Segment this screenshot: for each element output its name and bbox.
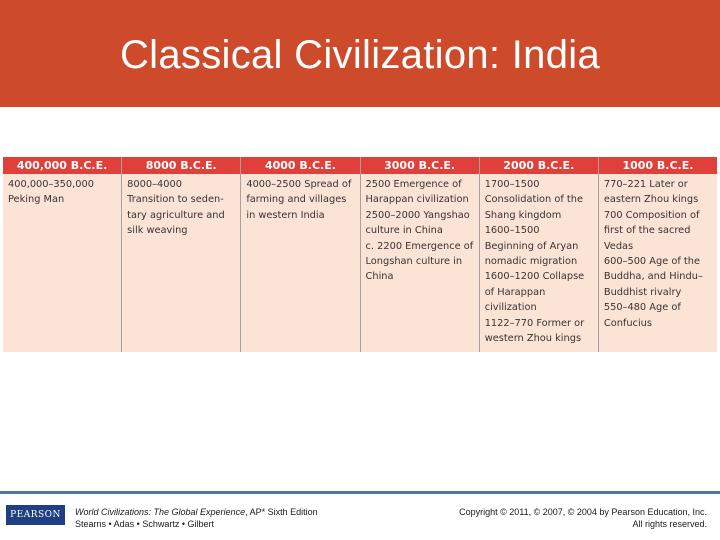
timeline-column-body: 2500 Emergence of Harappan civilization 25… xyxy=(361,174,479,285)
timeline-entry-line: Peking Man xyxy=(8,194,65,206)
timeline-entry-line: 1600–1500 xyxy=(484,225,540,237)
book-title: World Civilizations: The Global Experien… xyxy=(75,507,246,517)
footer-divider xyxy=(0,491,720,494)
timeline-entry-line: 770–221 Later or xyxy=(603,179,688,190)
title-bar: Classical Civilization: India xyxy=(0,0,720,107)
footer-copyright: Copyright © 2011, © 2007, © 2004 by Pear… xyxy=(407,506,707,530)
timeline-column-header: 3000 B.C.E. xyxy=(360,157,479,174)
timeline-column-body: 400,000–350,000 Peking Man xyxy=(3,174,121,208)
timeline-column-header: 4000 B.C.E. xyxy=(241,157,360,174)
timeline-entry-line: 1600–1200 Collapse xyxy=(484,271,585,283)
rights-line: All rights reserved. xyxy=(632,519,707,529)
footer-citation: World Civilizations: The Global Experien… xyxy=(75,506,415,530)
timeline-column-header: 400,000 B.C.E. xyxy=(3,157,122,174)
timeline-entry-line: 600–500 Age of the xyxy=(603,256,700,268)
copyright-line: Copyright © 2011, © 2007, © 2004 by Pear… xyxy=(459,507,707,517)
timeline-entry-line: silk weaving xyxy=(127,225,188,237)
timeline-entry-line: civilization xyxy=(484,302,537,314)
timeline-entry-line: Transition to seden- xyxy=(127,194,224,206)
timeline-entry-line: of Harappan xyxy=(484,286,546,298)
timeline-entry-line: tary agriculture and xyxy=(127,209,225,221)
timeline-entry-line: Shang kingdom xyxy=(484,209,562,221)
timeline-column-header: 1000 B.C.E. xyxy=(598,157,718,174)
timeline-entry-line: China xyxy=(365,271,394,283)
book-edition: , AP* Sixth Edition xyxy=(245,507,318,517)
timeline-entry-line: farming and villages xyxy=(246,194,347,206)
timeline-entry-line: nomadic migration xyxy=(484,256,578,268)
timeline-entry-line: Confucius xyxy=(603,317,652,329)
timeline-column-header: 2000 B.C.E. xyxy=(479,157,598,174)
slide-title: Classical Civilization: India xyxy=(120,33,600,77)
timeline-entry-line: 4000–2500 Spread of xyxy=(246,179,352,190)
timeline-entry-line: western Zhou kings xyxy=(484,333,582,345)
timeline-column-body: 4000–2500 Spread of farming and villages i… xyxy=(241,174,359,223)
timeline-entry-line: first of the sacred xyxy=(603,225,691,237)
timeline-entry-line: Buddhist rivalry xyxy=(603,286,682,298)
timeline-entry-line: c. 2200 Emergence of xyxy=(365,240,474,252)
timeline-entry-line: 2500–2000 Yangshao xyxy=(365,209,470,221)
timeline-column: 4000 B.C.E. 4000–2500 Spread of farming an… xyxy=(241,157,361,352)
timeline-entry-line: Consolidation of the xyxy=(484,194,584,206)
timeline-entry-line: in western India xyxy=(246,209,325,221)
timeline-entry-line: 700 Composition of xyxy=(603,209,700,221)
authors-line: Stearns • Adas • Schwartz • Gilbert xyxy=(75,519,215,529)
timeline-entry-line: Buddha, and Hindu– xyxy=(603,271,703,283)
pearson-logo: PEARSON xyxy=(6,505,65,525)
timeline-entry-line: Beginning of Aryan xyxy=(484,240,579,252)
timeline-entry-line: 8000–4000 xyxy=(127,179,182,190)
timeline-entry-line: culture in China xyxy=(365,225,443,237)
timeline-column: 2000 B.C.E. 1700–1500 Consolidation of the… xyxy=(479,157,599,352)
timeline-column-body: 1700–1500 Consolidation of the Shang kingd… xyxy=(480,174,598,346)
timeline-entry-line: 2500 Emergence of xyxy=(365,179,462,190)
timeline-entry-line: eastern Zhou kings xyxy=(603,194,699,206)
timeline-column: 3000 B.C.E. 2500 Emergence of Harappan civ… xyxy=(360,157,480,352)
timeline-table: 400,000 B.C.E. 400,000–350,000 Peking Man 8… xyxy=(3,157,718,352)
timeline-column-body: 8000–4000 Transition to seden-tary agricu… xyxy=(122,174,240,239)
book-line: World Civilizations: The Global Experien… xyxy=(75,506,415,518)
timeline-column-header: 8000 B.C.E. xyxy=(122,157,241,174)
timeline-entry-line: Vedas xyxy=(603,240,634,252)
timeline-column: 1000 B.C.E. 770–221 Later or eastern Zhou … xyxy=(598,157,718,352)
timeline-entry-line: 400,000–350,000 xyxy=(8,179,94,190)
timeline-entry-line: Longshan culture in xyxy=(365,256,463,268)
timeline-entry-line: 1700–1500 xyxy=(484,179,540,190)
timeline-entry-line: 1122–770 Former or xyxy=(484,317,585,329)
timeline-column: 400,000 B.C.E. 400,000–350,000 Peking Man xyxy=(3,157,123,352)
timeline-column: 8000 B.C.E. 8000–4000 Transition to seden-… xyxy=(122,157,242,352)
timeline-column-body: 770–221 Later or eastern Zhou kings 700 Co… xyxy=(599,174,717,331)
timeline-entry-line: Harappan civilization xyxy=(365,194,469,206)
timeline-entry-line: 550–480 Age of xyxy=(603,302,681,314)
